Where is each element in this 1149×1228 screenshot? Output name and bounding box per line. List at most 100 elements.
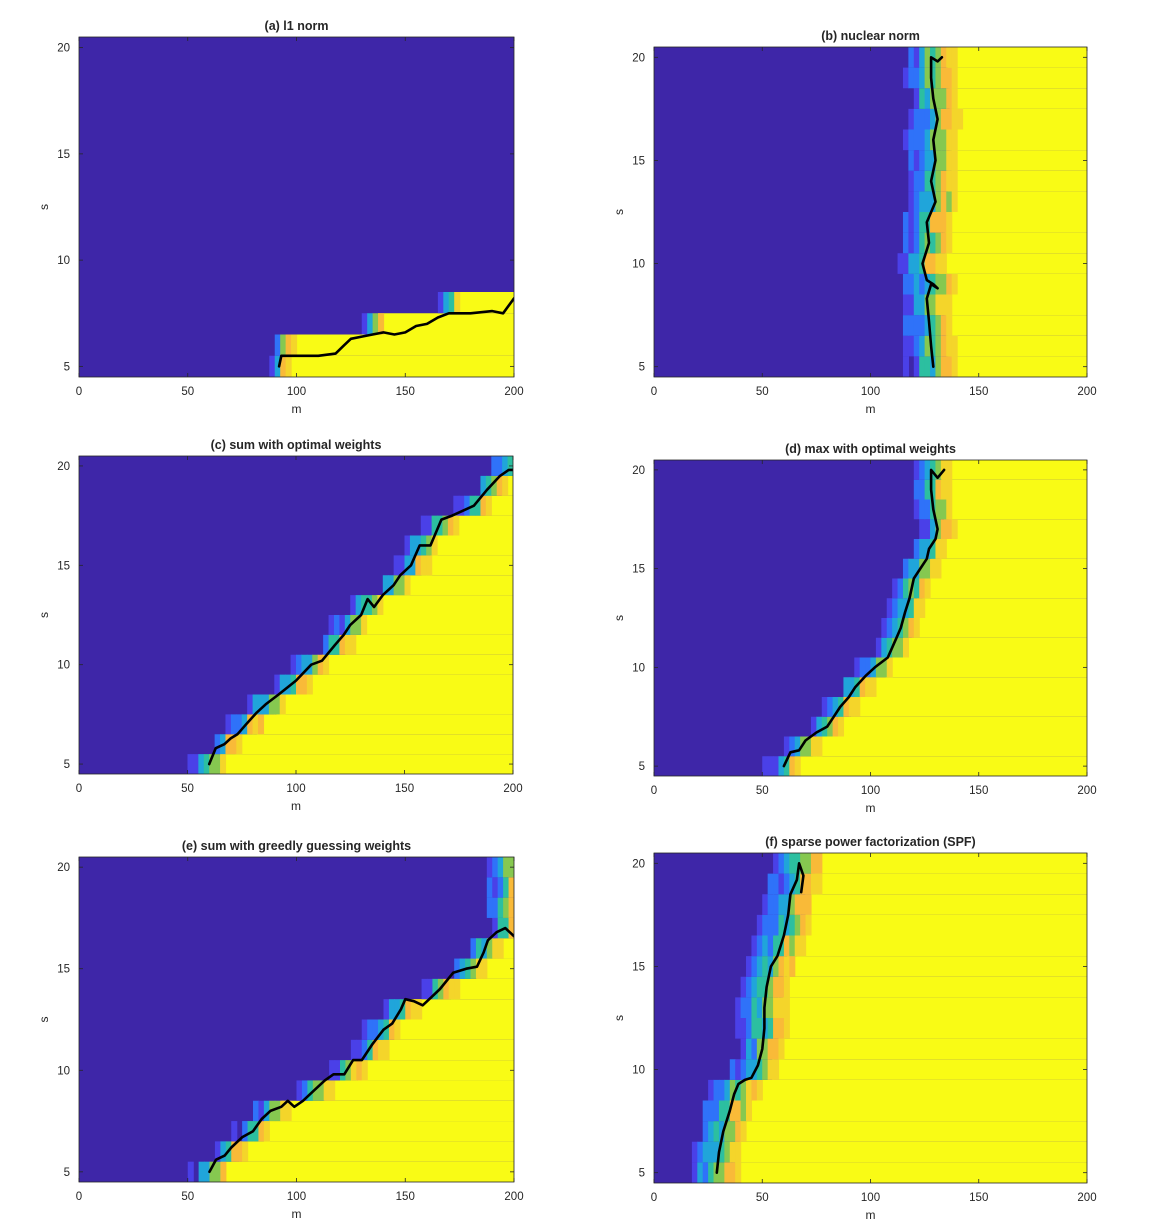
heatmap-cell <box>729 1162 736 1183</box>
heatmap-cell <box>366 595 373 615</box>
heatmap-cell <box>951 47 958 68</box>
heatmap-cell <box>778 873 785 895</box>
heatmap-cell <box>378 313 385 335</box>
success-region-row <box>782 976 1087 998</box>
heatmap-cell <box>470 958 477 979</box>
heatmap-cell <box>453 515 460 536</box>
heatmap-cell <box>805 873 812 895</box>
heatmap-cell <box>372 1019 379 1040</box>
heatmap-cell <box>924 191 931 212</box>
heatmap-cell <box>497 877 504 898</box>
heatmap-cell <box>442 515 449 536</box>
heatmap-cell <box>486 897 493 918</box>
heatmap-cell <box>513 456 519 476</box>
heatmap-cells <box>187 456 519 774</box>
heatmap-cell <box>951 170 958 192</box>
success-region-row <box>943 294 1087 316</box>
heatmap-cell <box>897 253 904 274</box>
heatmap-cell <box>382 575 389 596</box>
heatmap-cell <box>919 294 926 316</box>
heatmap-cell <box>946 88 953 109</box>
heatmap-cell <box>762 1059 769 1080</box>
heatmap-cell <box>930 294 937 316</box>
heatmap-cell <box>778 976 785 998</box>
heatmap-cell <box>756 1038 763 1060</box>
heatmap-cell <box>404 535 411 556</box>
heatmap-cell <box>443 292 450 314</box>
heatmap-cell <box>865 677 872 697</box>
success-region-row <box>379 1039 514 1061</box>
heatmap-cell <box>746 1018 753 1039</box>
heatmap-cell <box>350 595 357 615</box>
heatmap-cell <box>946 108 953 130</box>
y-axis-label: s <box>612 615 626 621</box>
heatmap-cell <box>908 47 915 68</box>
heatmap-cell <box>713 1121 720 1142</box>
heatmap-cell <box>940 479 947 500</box>
heatmap-cell <box>805 853 812 874</box>
heatmap-cell <box>935 294 942 316</box>
heatmap-cell <box>930 191 937 212</box>
heatmap-cell <box>356 1039 363 1061</box>
heatmap-cell <box>919 479 926 500</box>
heatmap-cell <box>377 595 384 615</box>
x-axis-label: m <box>866 1208 876 1222</box>
heatmap-cell <box>740 1100 747 1122</box>
heatmap-cell <box>409 535 416 556</box>
x-tick-label: 50 <box>181 386 194 398</box>
heatmap-cell <box>214 734 221 755</box>
heatmap-cell <box>773 914 780 936</box>
heatmap-cell <box>913 598 920 618</box>
heatmap-cell <box>312 1080 319 1101</box>
heatmap-cell <box>935 47 942 68</box>
heatmap-cell <box>789 935 796 957</box>
heatmap-cell <box>514 918 520 938</box>
heatmap-cell <box>881 618 888 638</box>
heatmap-cell <box>729 1141 736 1163</box>
heatmap-cell <box>854 677 861 697</box>
heatmap-cell <box>800 853 807 874</box>
heatmap-cell <box>913 460 920 480</box>
heatmap-cell <box>214 754 221 774</box>
heatmap-cell <box>908 232 915 254</box>
heatmap-cell <box>935 539 942 559</box>
heatmap-cell <box>399 575 406 596</box>
heatmap-cell <box>919 232 926 254</box>
chart-title: (e) sum with greedly guessing weights <box>182 839 411 853</box>
x-tick-label: 0 <box>651 785 657 797</box>
heatmap-cell <box>778 853 785 874</box>
heatmap-cell <box>946 294 953 316</box>
heatmap-cell <box>783 1018 790 1039</box>
heatmap-cell <box>875 637 882 658</box>
heatmap-cell <box>767 756 774 776</box>
heatmap-cell <box>843 677 850 697</box>
heatmap-cell <box>485 475 492 496</box>
heatmap-cell <box>951 108 958 130</box>
heatmap-cell <box>691 1162 698 1183</box>
x-tick-label: 200 <box>1077 785 1096 797</box>
success-region-row <box>421 555 513 576</box>
heatmap-cell <box>935 150 942 171</box>
heatmap-cell <box>258 1100 265 1122</box>
heatmap-cell <box>697 1162 704 1183</box>
heatmap-cell <box>946 273 953 295</box>
success-region-row <box>805 894 1087 915</box>
y-tick-label: 10 <box>57 255 70 267</box>
y-tick-label: 15 <box>632 961 645 973</box>
heatmap-cell <box>339 634 346 655</box>
heatmap-cell <box>296 654 303 675</box>
success-region-row <box>945 315 1087 336</box>
y-tick-label: 20 <box>57 862 70 874</box>
heatmap-cell <box>394 1019 401 1040</box>
heatmap-cell <box>393 575 400 596</box>
heatmap-cell <box>746 976 753 998</box>
heatmap-cell <box>708 1100 715 1122</box>
heatmap-cell <box>919 47 926 68</box>
heatmap-cell <box>924 150 931 171</box>
heatmap-cell <box>919 212 926 233</box>
success-region-row <box>263 1121 514 1142</box>
heatmap-cell <box>946 460 953 480</box>
heatmap-cell <box>480 475 487 496</box>
heatmap-cell <box>886 637 893 658</box>
heatmap-cell <box>913 315 920 336</box>
